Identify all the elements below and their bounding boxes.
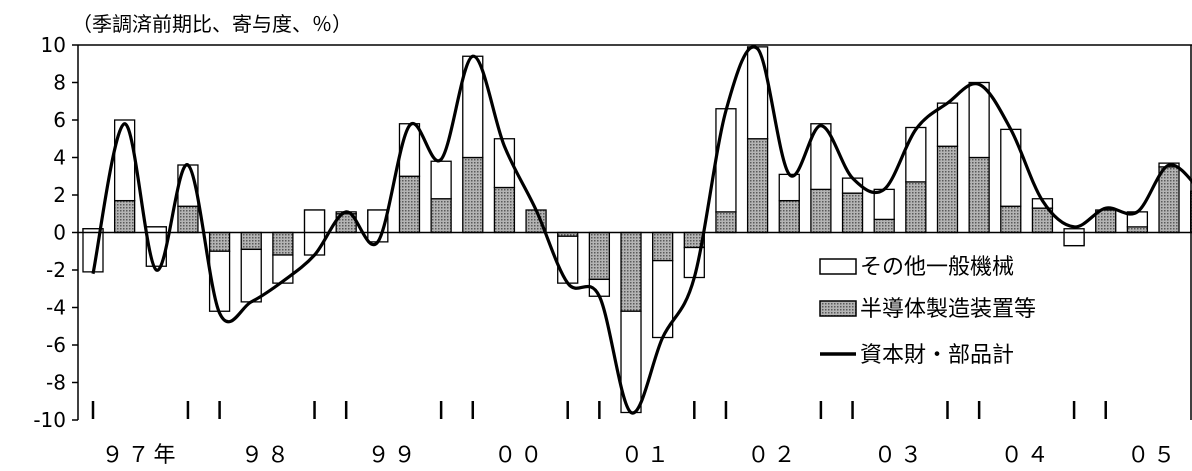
legend-swatch-semi [819,300,857,317]
legend-label-other: その他一般機械 [860,255,1014,280]
year-label-7: ０４ [1001,443,1053,468]
bar-semi-33 [1126,226,1149,234]
year-label-8: ０５ [1127,443,1179,468]
bar-other-1 [113,119,136,202]
bar-other-28 [968,81,990,159]
y-tick-label-8: -6 [46,333,66,357]
bar-semi-34 [1158,166,1180,234]
bar-semi-10 [398,175,421,234]
bar-other-23 [810,123,832,191]
year-label-5: ０２ [747,443,799,468]
bar-other-22 [778,173,800,202]
bar-semi-11 [430,198,452,234]
bar-other-5 [240,248,262,303]
bar-semi-25 [873,218,895,234]
y-tick-label-7: -4 [46,296,66,320]
legend-label-total: 資本財・部品計 [860,343,1014,368]
y-tick-label-2: 6 [53,108,66,132]
bar-other-26 [905,126,927,183]
bar-semi-5 [240,231,262,251]
bar-other-11 [430,160,452,200]
year-label-0: ９７年 [101,443,179,468]
bar-other-20 [715,108,737,213]
bar-semi-20 [715,211,737,234]
y-tick-label-6: -2 [46,258,66,282]
bar-semi-16 [588,231,611,281]
bar-semi-17 [620,231,642,312]
bar-semi-27 [936,145,959,234]
bar-semi-13 [493,186,516,234]
bar-semi-3 [177,205,199,234]
bar-semi-29 [1000,205,1022,234]
bar-semi-26 [905,181,927,234]
year-label-1: ９８ [241,443,293,468]
legend-label-semi: 半導体製造装置等 [860,297,1036,322]
bar-semi-6 [272,231,294,256]
bar-other-15 [557,235,579,284]
bar-semi-18 [652,231,674,262]
bar-semi-23 [810,188,832,234]
bar-semi-21 [746,138,769,234]
year-label-3: ００ [494,443,546,468]
bar-other-21 [746,46,769,140]
y-tick-label-1: 8 [53,71,66,95]
unit-note: （季調済前期比、寄与度、％） [72,12,352,36]
bar-semi-4 [208,231,231,252]
legend: その他一般機械 半導体製造装置等 資本財・部品計 [819,255,1036,368]
bar-other-31 [1063,228,1085,247]
bar-semi-22 [778,199,800,234]
y-tick-label-5: 0 [53,221,66,245]
year-label-4: ０１ [621,443,673,468]
bar-other-13 [493,138,516,189]
y-tick-label-4: 2 [53,183,66,207]
total-line [91,45,1192,415]
bar-semi-24 [841,192,864,234]
y-tick-label-0: 10 [41,33,66,57]
year-label-6: ０３ [874,443,926,468]
bar-semi-1 [113,199,136,234]
legend-swatch-other [819,258,857,275]
bar-other-6 [272,254,294,284]
year-label-2: ９９ [368,443,420,468]
y-tick-label-10: -10 [33,408,66,432]
y-tick-label-9: -8 [46,371,66,395]
bar-semi-28 [968,156,990,234]
y-tick-label-3: 4 [53,146,66,170]
bar-semi-12 [462,156,484,234]
